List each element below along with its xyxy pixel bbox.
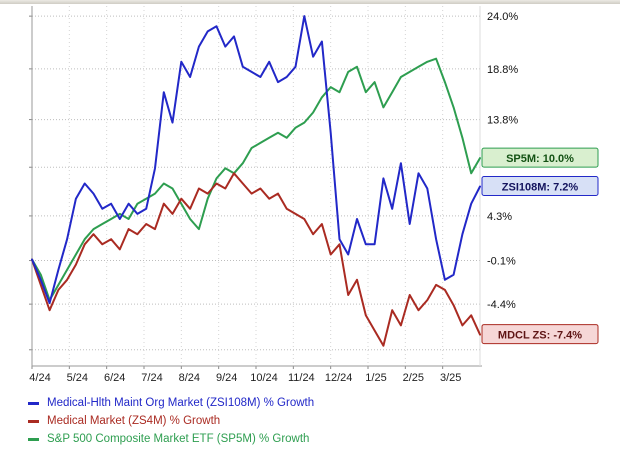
- x-tick-label: 9/24: [216, 372, 237, 384]
- x-tick-label: 8/24: [179, 372, 200, 384]
- callout-box-MDCL ZS: [481, 324, 599, 345]
- series-line-ZS4M: [31, 172, 481, 347]
- chart-legend: Medical-Hlth Maint Org Market (ZSI108M) …: [0, 390, 620, 448]
- callout-label: SP5M: 10.0%: [506, 153, 574, 165]
- growth-chart-svg: 4/24 5/24 6/24 7/24 8/24 9/24 10/24 11/24 12/24 1…: [29, 6, 599, 384]
- callout-box-SP5M: [481, 147, 599, 168]
- y-tick-label: 24.0%: [487, 11, 518, 23]
- x-tick-label: 6/24: [104, 372, 125, 384]
- x-tick-label: 11/24: [288, 372, 315, 384]
- x-tick-label: 2/25: [403, 372, 424, 384]
- callout-label: MDCL ZS: -7.4%: [498, 330, 582, 342]
- x-tick-label: 1/25: [365, 372, 386, 384]
- x-tick-label: 10/24: [250, 372, 278, 384]
- legend-label-zs4m: Medical Market (ZS4M) % Growth: [47, 415, 221, 427]
- y-tick-label: -4.4%: [487, 299, 516, 311]
- y-tick-label: 18.8%: [487, 64, 518, 76]
- legend-dash-icon: [28, 437, 39, 441]
- legend-label-sp5m: S&P 500 Composite Market ETF (SP5M) % Gr…: [47, 433, 310, 445]
- callout-box-ZSI108M: [481, 176, 599, 197]
- legend-item-zsi108m: Medical-Hlth Maint Org Market (ZSI108M) …: [28, 394, 620, 412]
- series-line-ZSI108M: [31, 15, 481, 305]
- y-tick-label: 4.3%: [487, 211, 512, 223]
- legend-label-zsi108m: Medical-Hlth Maint Org Market (ZSI108M) …: [47, 397, 315, 409]
- x-tick-label: 5/24: [67, 372, 88, 384]
- callout-label: ZSI108M: 7.2%: [502, 182, 579, 194]
- x-tick-label: 12/24: [325, 372, 353, 384]
- series-line-SP5M: [31, 57, 481, 302]
- y-tick-label: -0.1%: [487, 256, 516, 268]
- legend-dash-icon: [28, 401, 39, 405]
- legend-item-sp5m: S&P 500 Composite Market ETF (SP5M) % Gr…: [28, 430, 620, 448]
- window-top-edge: [0, 0, 620, 4]
- x-tick-label: 3/25: [440, 372, 461, 384]
- legend-item-zs4m: Medical Market (ZS4M) % Growth: [28, 412, 620, 430]
- y-tick-label: 13.8%: [487, 115, 518, 127]
- x-tick-label: 7/24: [141, 372, 162, 384]
- x-tick-label: 4/24: [29, 372, 50, 384]
- legend-dash-icon: [28, 419, 39, 423]
